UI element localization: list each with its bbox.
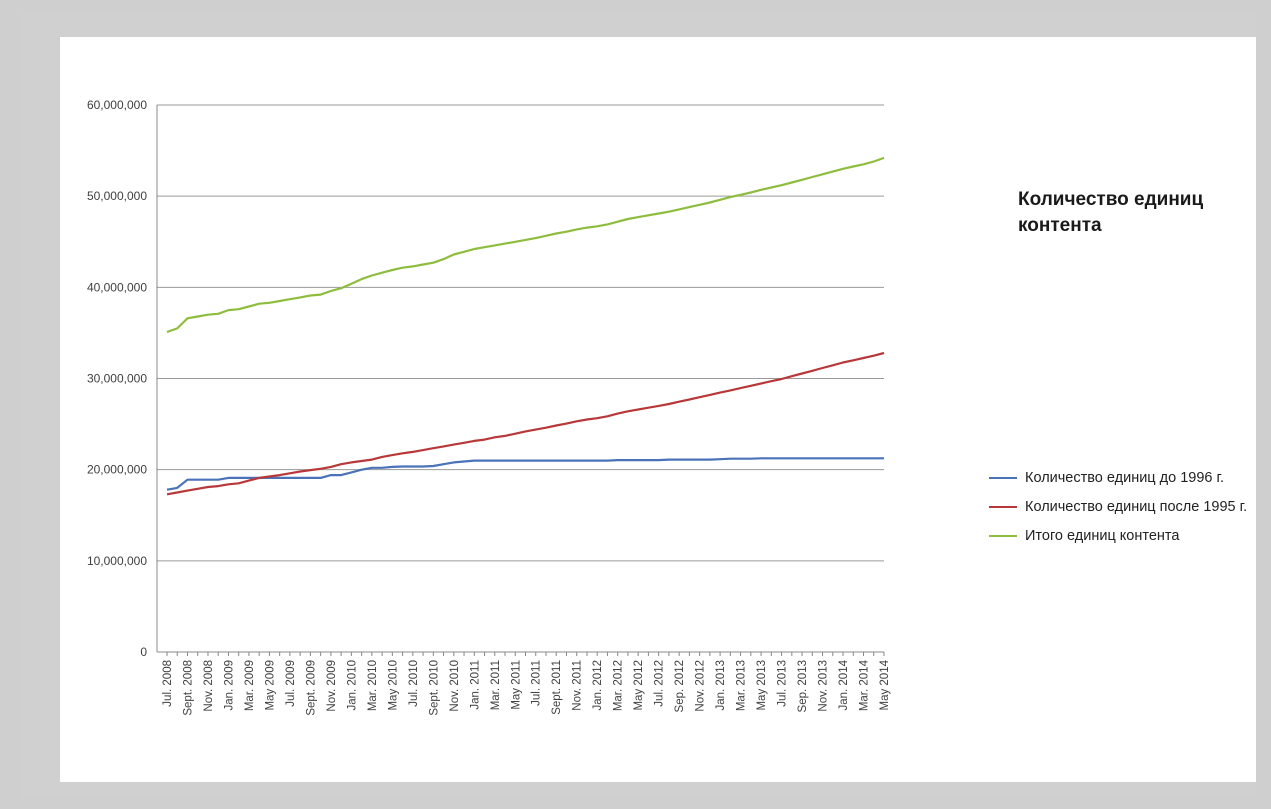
x-tick-label: May 2013 [756, 660, 768, 711]
x-tick-label: Mar. 2009 [244, 660, 256, 711]
x-tick-label: Jul. 2012 [654, 660, 666, 707]
x-tick-label: Jul. 2011 [531, 660, 543, 706]
x-tick-label: Jan. 2013 [715, 660, 727, 711]
x-tick-label: May 2014 [879, 659, 891, 710]
legend-label-before-1996: Количество единиц до 1996 г. [1025, 469, 1225, 486]
x-tick-label: Jul. 2013 [777, 660, 789, 707]
y-tick-label: 40,000,000 [87, 280, 147, 294]
x-tick-label: Nov. 2012 [695, 660, 707, 712]
y-tick-labels: 0 10,000,000 20,000,000 30,000,000 40,000,00… [87, 98, 147, 659]
y-tick-label: 50,000,000 [87, 189, 147, 203]
legend-label-after-1995: Количество единиц после 1995 г. [1025, 498, 1248, 515]
x-tick-label: Jul. 2009 [285, 660, 297, 707]
y-tick-label: 30,000,000 [87, 372, 147, 386]
legend-swatch-before-1996 [989, 476, 1017, 479]
x-tick-label: Jul. 2010 [408, 660, 420, 707]
x-tick-label: Jan. 2012 [592, 660, 604, 711]
series-line-0 [166, 457, 884, 491]
x-tick-label: May 2010 [387, 660, 399, 711]
x-tick-label: Nov. 2009 [326, 660, 338, 712]
legend-item-before-1996: Количество единиц до 1996 г. [989, 463, 1247, 492]
x-tick-label: May 2012 [633, 660, 645, 711]
x-tick-labels: Jul. 2008 Sept. 2008 Nov. 2008 Jan. 2009 Mar… [162, 659, 891, 715]
y-tick-label: 20,000,000 [87, 463, 147, 477]
series-lines [166, 156, 885, 496]
x-tick-label: Nov. 2013 [818, 660, 830, 712]
legend-item-after-1995: Количество единиц после 1995 г. [989, 492, 1247, 521]
grid-lines [157, 104, 884, 562]
x-tick-label: May 2009 [264, 660, 276, 711]
chart-title: Количество единиц контента [1018, 189, 1204, 236]
x-tick-label: Mar. 2013 [736, 660, 748, 711]
x-tick-label: Sep. 2012 [674, 660, 686, 712]
series-line-2 [166, 156, 885, 334]
axes [156, 105, 885, 656]
x-tick-label: Sep. 2013 [797, 660, 809, 712]
y-tick-label: 10,000,000 [87, 554, 147, 568]
legend-swatch-total [989, 534, 1017, 537]
legend-item-total: Итого единиц контента [989, 521, 1247, 550]
x-tick-label: Sept. 2009 [305, 660, 317, 716]
x-tick-label: Mar. 2010 [367, 660, 379, 711]
x-tick-label: Jul. 2008 [162, 660, 174, 707]
legend: Количество единиц до 1996 г. Количество … [989, 463, 1247, 550]
x-tick-label: Sept. 2010 [428, 660, 440, 716]
x-tick-label: Jan. 2011 [469, 660, 481, 710]
x-tick-label: Mar. 2012 [613, 660, 625, 711]
x-tick-label: Mar. 2014 [859, 659, 871, 711]
x-tick-label: Jan. 2010 [346, 660, 358, 711]
x-tick-label: Nov. 2011 [572, 660, 584, 711]
x-tick-label: Nov. 2010 [449, 660, 461, 712]
x-tick-label: Sept. 2011 [551, 660, 563, 715]
line-chart: 0 10,000,000 20,000,000 30,000,000 40,000,00… [87, 98, 891, 716]
x-tick-label: Mar. 2011 [490, 660, 502, 710]
x-tick-label: Jan. 2014 [838, 659, 850, 710]
y-tick-label: 0 [140, 645, 147, 659]
x-tick-label: Nov. 2008 [203, 660, 215, 712]
series-line-1 [166, 351, 885, 496]
x-tick-label: Sept. 2008 [182, 660, 194, 716]
chart-panel: 0 10,000,000 20,000,000 30,000,000 40,000,00… [60, 37, 1256, 782]
y-tick-label: 60,000,000 [87, 98, 147, 112]
legend-label-total: Итого единиц контента [1025, 527, 1180, 544]
x-tick-label: May 2011 [510, 660, 522, 710]
legend-swatch-after-1995 [989, 505, 1017, 508]
x-tick-label: Jan. 2009 [223, 660, 235, 711]
